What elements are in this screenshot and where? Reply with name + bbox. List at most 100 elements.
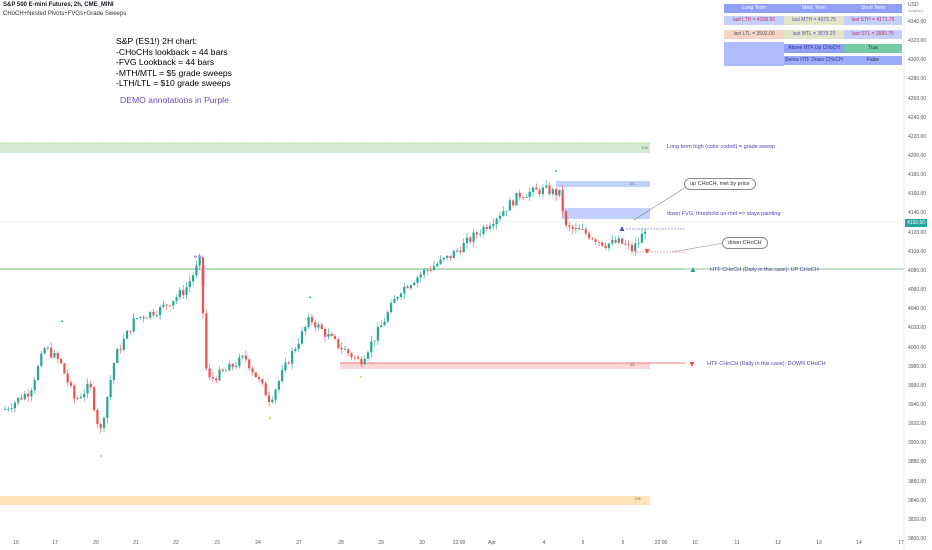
time-tick-label: 10: [692, 540, 698, 546]
candle-body: [261, 379, 264, 384]
candle-body: [518, 192, 521, 198]
candle-body: [43, 348, 46, 354]
htf-down-annotation: HTF CHoCH (Daily in this case): DOWN CHo…: [707, 361, 826, 367]
time-tick-label: 13: [816, 540, 822, 546]
candle-body: [591, 238, 594, 240]
price-tick-label: 4280.00: [908, 76, 927, 83]
price-tick-label: 4020.00: [908, 325, 927, 332]
time-tick-label: 27: [296, 540, 302, 546]
pivot-table: Long Term Med. Term Short Term last LTH …: [724, 4, 904, 66]
candle-body: [307, 317, 310, 327]
candle-body: [122, 338, 125, 350]
candle-body: [479, 233, 482, 235]
candle-body: [218, 369, 221, 381]
time-tick-label: 24: [255, 540, 261, 546]
price-tick-label: 4240.00: [908, 114, 927, 121]
price-tick-label: 3900.00: [908, 440, 927, 447]
down-choch-callout: down CHoCH: [722, 237, 768, 249]
candle-body: [267, 395, 271, 403]
candle-body: [551, 189, 554, 195]
time-tick-label: Apr: [488, 540, 496, 546]
candle-body: [244, 355, 247, 360]
candle-body: [432, 266, 436, 270]
candle-body: [492, 223, 495, 227]
time-tick-label: 17: [52, 540, 58, 546]
price-tick-label: 4040.00: [908, 306, 927, 313]
candle-body: [456, 250, 459, 252]
candle-body: [3, 409, 7, 410]
candle-body: [155, 315, 158, 316]
candle-body: [380, 325, 383, 328]
candle-body: [614, 239, 617, 243]
candle-body: [446, 255, 449, 258]
symbol-title[interactable]: S&P 500 E-mini Futures, 2h, CME_MINI: [3, 2, 114, 8]
price-tick-label: 3800.00: [908, 536, 927, 542]
candle-body: [555, 189, 558, 196]
table-cell-ltl: last LTL = 3502.00: [724, 30, 784, 39]
price-tick-label: 4060.00: [908, 287, 927, 294]
htf-down-zone: [340, 363, 650, 369]
chart-zones: [0, 142, 904, 505]
table-header-short-term: Short Term: [844, 4, 902, 13]
candle-body: [403, 286, 406, 294]
candle-body: [333, 336, 337, 340]
candle-body: [429, 269, 432, 271]
candle-body: [571, 226, 574, 229]
indicator-name[interactable]: CHoCH+Nested Pivots+FVGs+Grade Sweeps: [3, 11, 127, 17]
table-cell-below-htf: Below HTF Down CHoCH: [784, 56, 844, 65]
candle-body: [327, 333, 330, 337]
table-cell-mtl: last MTL = 3879.25: [784, 30, 844, 39]
candle-body: [109, 379, 112, 397]
price-tick-label: 4160.00: [908, 191, 927, 198]
time-tick-label: 17: [898, 540, 904, 546]
candle-body: [116, 349, 119, 364]
time-tick-label: 22:00: [452, 540, 466, 546]
price-tick-label: 3920.00: [908, 421, 927, 428]
candle-body: [406, 286, 409, 289]
candle-body: [584, 229, 587, 234]
pivot-high-marker: ▲: [198, 259, 202, 264]
candle-body: [413, 282, 416, 286]
candle-body: [531, 187, 535, 192]
candle-body: [475, 232, 478, 235]
candle-body: [390, 302, 393, 313]
chart-markers: ▲ ▲ ▲ ▲: [60, 168, 696, 457]
price-tick-label: 4120.00: [908, 229, 927, 236]
candle-body: [201, 257, 205, 314]
long-term-high-zone: [0, 143, 650, 153]
candle-body: [172, 300, 175, 306]
candle-body: [228, 363, 231, 371]
candle-body: [106, 396, 109, 418]
candle-body: [208, 368, 211, 378]
candle-body: [386, 312, 389, 322]
candle-body: [225, 370, 228, 372]
candle-body: [126, 330, 129, 339]
candle-body: [525, 197, 528, 198]
down-choch-arrow-icon: [644, 249, 650, 254]
candle-body: [231, 363, 234, 367]
candle-body: [284, 362, 287, 371]
price-tick-label: 3960.00: [908, 382, 927, 389]
candle-body: [383, 321, 386, 326]
candle-body: [522, 197, 525, 198]
candle-body: [7, 409, 10, 410]
table-cell-sth: last STH = 4171.75: [844, 16, 902, 25]
candle-body: [89, 383, 92, 388]
candle-body: [611, 239, 614, 244]
candle-body: [357, 357, 360, 359]
candle-body: [436, 263, 439, 267]
up-choch-arrow-icon: [619, 226, 625, 231]
fvg-zone-upper: [556, 181, 650, 187]
candle-body: [505, 210, 508, 212]
fvg-annotation: down FVG, threshold un-met => stays pain…: [667, 211, 781, 217]
candle-body: [145, 317, 148, 319]
candle-body: [281, 370, 284, 382]
candle-body: [254, 372, 257, 378]
candle-body: [215, 378, 218, 381]
price-tick-label: 3860.00: [908, 478, 927, 485]
candle-body: [409, 285, 412, 289]
candle-body: [46, 347, 49, 349]
candle-body: [489, 226, 492, 229]
